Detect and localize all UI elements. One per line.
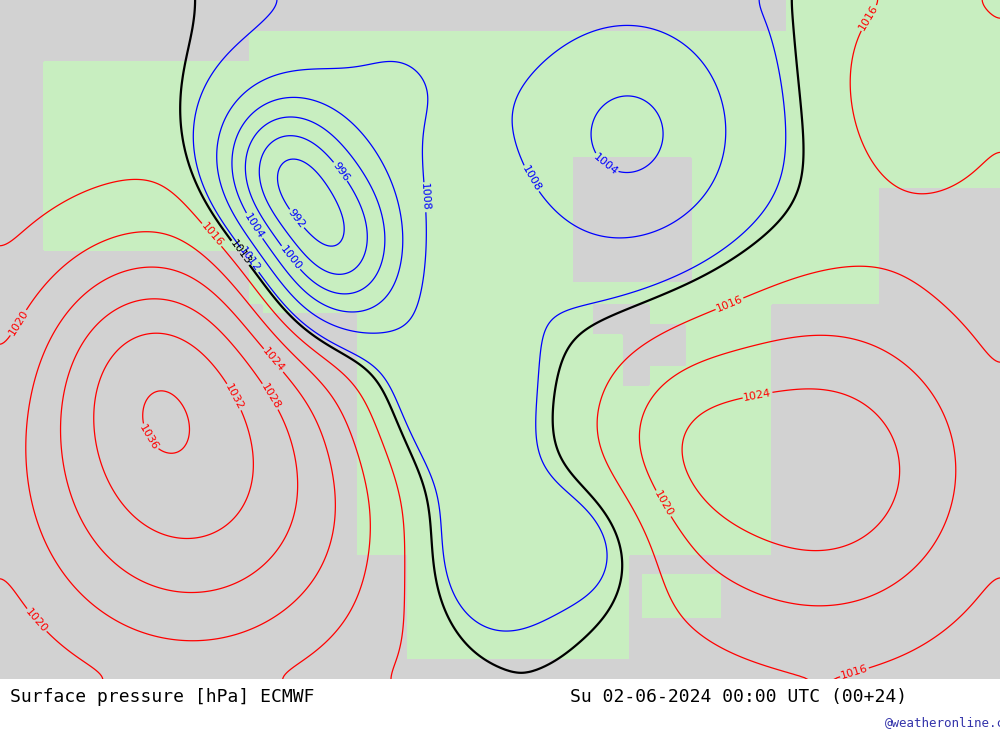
Text: @weatheronline.co.uk: @weatheronline.co.uk [885, 715, 1000, 729]
Text: 1004: 1004 [591, 152, 619, 177]
Text: 1016: 1016 [840, 663, 869, 681]
Text: 1004: 1004 [242, 211, 266, 240]
Text: 1020: 1020 [24, 606, 49, 634]
Text: 1028: 1028 [259, 382, 282, 411]
Text: Su 02-06-2024 00:00 UTC (00+24): Su 02-06-2024 00:00 UTC (00+24) [570, 688, 907, 706]
Text: 1032: 1032 [223, 382, 246, 411]
Text: 1000: 1000 [278, 244, 303, 272]
Text: 1008: 1008 [419, 183, 431, 212]
Text: 992: 992 [286, 207, 307, 230]
Text: Surface pressure [hPa] ECMWF: Surface pressure [hPa] ECMWF [10, 688, 314, 706]
Text: 1016: 1016 [857, 4, 880, 32]
Text: 1020: 1020 [7, 308, 30, 337]
Text: 1016: 1016 [715, 294, 744, 314]
Text: 1013: 1013 [228, 238, 253, 267]
Text: 1012: 1012 [237, 246, 262, 274]
Text: 1020: 1020 [652, 489, 675, 518]
Text: 1024: 1024 [743, 388, 772, 402]
Text: 1036: 1036 [137, 423, 160, 452]
Text: 1016: 1016 [199, 221, 225, 248]
Text: 996: 996 [330, 160, 351, 183]
Text: 1008: 1008 [520, 164, 542, 194]
Text: 1024: 1024 [261, 346, 286, 375]
